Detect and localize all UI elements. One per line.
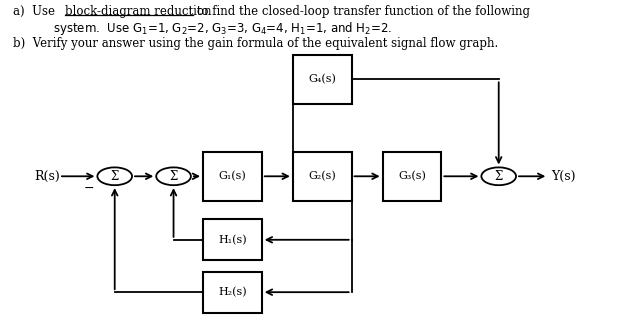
Text: Y(s): Y(s)	[551, 170, 576, 183]
Bar	[203, 152, 262, 201]
Text: G₄(s): G₄(s)	[308, 74, 336, 85]
Text: block-diagram reduction: block-diagram reduction	[65, 5, 212, 18]
Text: Σ: Σ	[495, 170, 503, 183]
Bar	[382, 152, 441, 201]
Text: system.  Use $\mathregular{G_1}$=1, $\mathregular{G_2}$=2, $\mathregular{G_3}$=3: system. Use $\mathregular{G_1}$=1, $\mat…	[52, 20, 392, 37]
Bar	[293, 152, 351, 201]
Text: G₁(s): G₁(s)	[219, 171, 246, 181]
Text: G₂(s): G₂(s)	[308, 171, 336, 181]
Text: R(s): R(s)	[34, 170, 60, 183]
Circle shape	[156, 168, 191, 185]
Bar	[203, 272, 262, 313]
Bar	[203, 219, 262, 260]
Text: H₂(s): H₂(s)	[218, 287, 246, 297]
Text: Σ: Σ	[111, 170, 119, 183]
Text: Σ: Σ	[169, 170, 178, 183]
Circle shape	[482, 168, 516, 185]
Text: H₁(s): H₁(s)	[218, 235, 246, 245]
Text: −: −	[84, 182, 94, 195]
Circle shape	[97, 168, 132, 185]
Text: to find the closed-loop transfer function of the following: to find the closed-loop transfer functio…	[193, 5, 530, 18]
Bar	[293, 55, 351, 104]
Text: G₃(s): G₃(s)	[398, 171, 426, 181]
Text: a)  Use: a) Use	[13, 5, 58, 18]
Text: b)  Verify your answer using the gain formula of the equivalent signal flow grap: b) Verify your answer using the gain for…	[13, 37, 498, 50]
